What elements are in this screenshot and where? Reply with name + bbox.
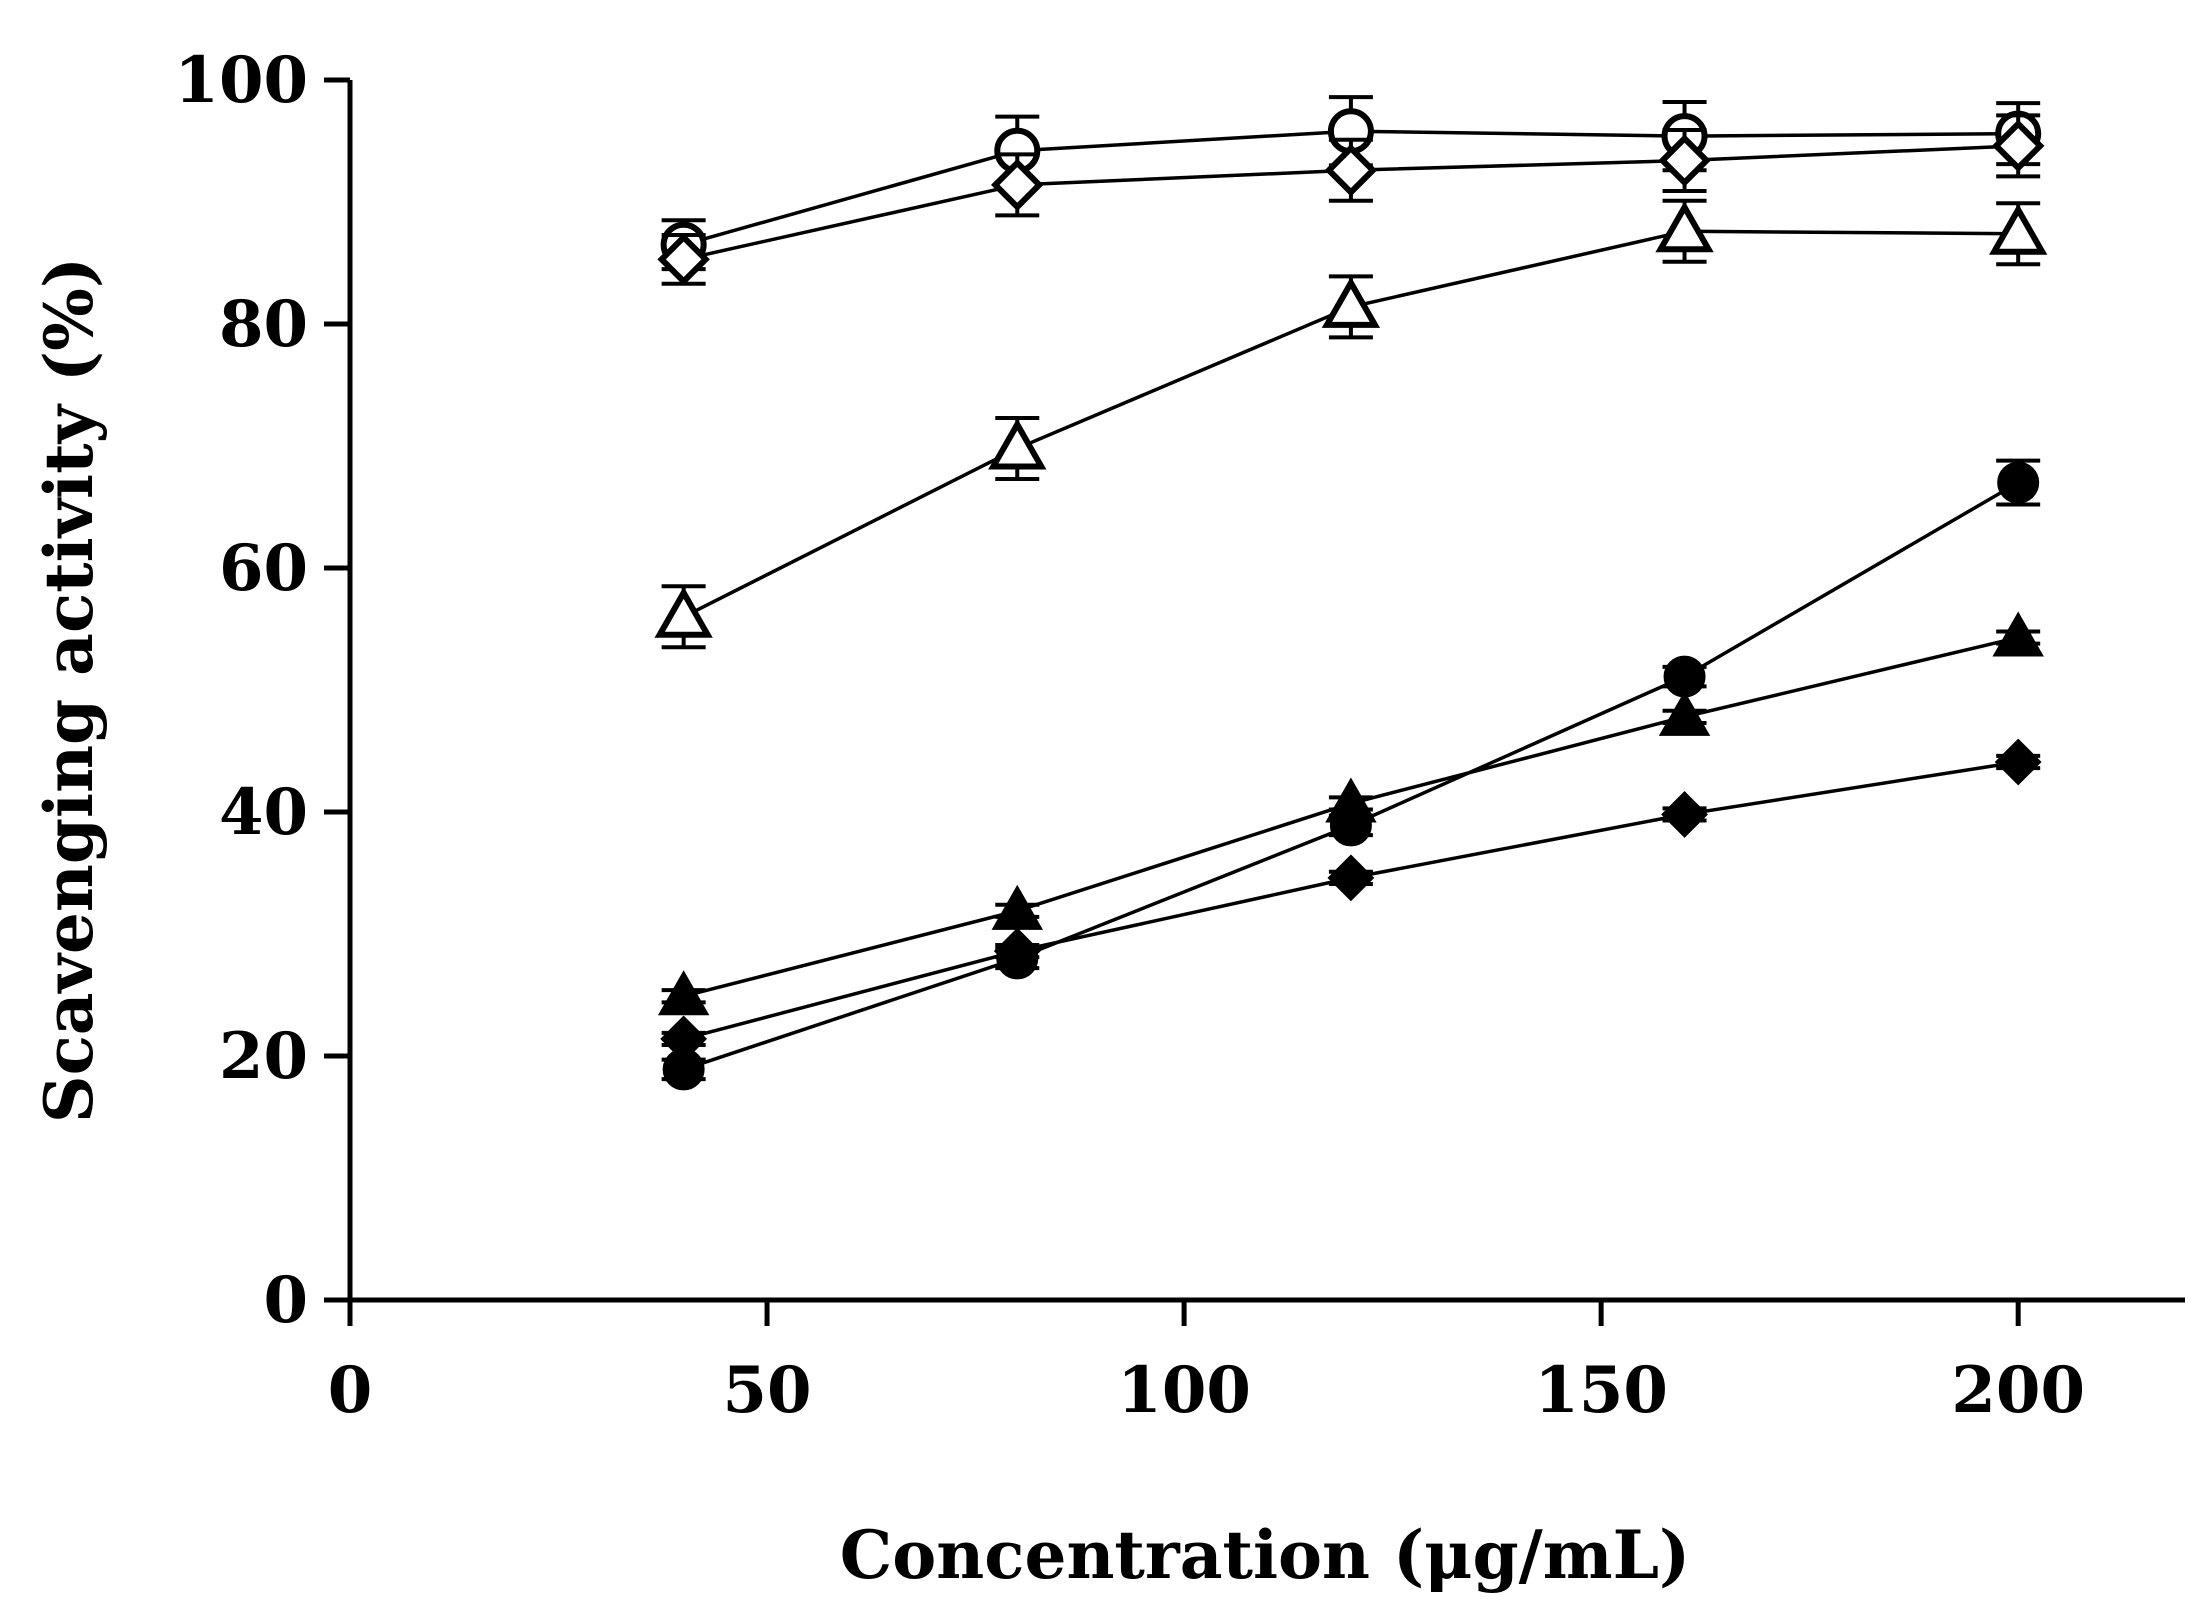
data-point	[654, 586, 713, 638]
data-point	[1327, 854, 1375, 902]
series-open-triangle	[654, 198, 2048, 650]
data-point	[1992, 611, 2044, 657]
series-filled-triangle	[657, 611, 2044, 1016]
x-tick-label: 100	[1117, 1353, 1251, 1428]
data-point	[1989, 203, 2048, 255]
x-axis-title: Concentration (μg/mL)	[840, 1516, 1691, 1594]
series-filled-diamond	[660, 738, 2042, 1063]
y-tick-label: 20	[219, 1019, 308, 1094]
y-tick-label: 40	[219, 775, 308, 850]
data-point	[1994, 738, 2042, 786]
data-point	[1655, 201, 1714, 253]
y-tick-label: 100	[174, 43, 308, 118]
series-line	[683, 481, 2020, 1072]
data-point	[1997, 461, 2040, 504]
data-point	[1325, 777, 1377, 823]
series-layer	[654, 95, 2048, 1091]
series-open-diamond	[657, 113, 2045, 286]
x-tick-label: 50	[723, 1353, 812, 1428]
data-point	[1321, 276, 1381, 328]
y-tick-label: 80	[219, 287, 308, 362]
data-point	[1658, 134, 1711, 187]
data-point	[657, 233, 710, 286]
data-point	[988, 418, 1047, 470]
axes	[347, 80, 2185, 1303]
data-point	[1991, 119, 2045, 173]
y-tick-label: 0	[263, 1263, 308, 1338]
data-point	[660, 1015, 708, 1063]
y-axis-title: Scavenging activity (%)	[30, 257, 108, 1123]
x-tick-label: 150	[1534, 1353, 1668, 1428]
x-tick-label: 0	[328, 1353, 373, 1428]
data-point	[657, 970, 710, 1016]
data-point	[1661, 791, 1708, 838]
data-point	[991, 158, 1044, 212]
data-point	[1663, 655, 1706, 698]
y-ticks: 0 20 40 60 80 100	[174, 43, 350, 1338]
y-tick-label: 60	[219, 531, 308, 606]
x-ticks: 0 50 100 150 200	[328, 1300, 2085, 1428]
data-point	[1658, 690, 1711, 736]
data-point	[1324, 144, 1378, 197]
data-point	[993, 927, 1041, 975]
x-tick-label: 200	[1951, 1353, 2085, 1428]
series-filled-circle	[661, 458, 2041, 1091]
data-point	[991, 884, 1043, 930]
